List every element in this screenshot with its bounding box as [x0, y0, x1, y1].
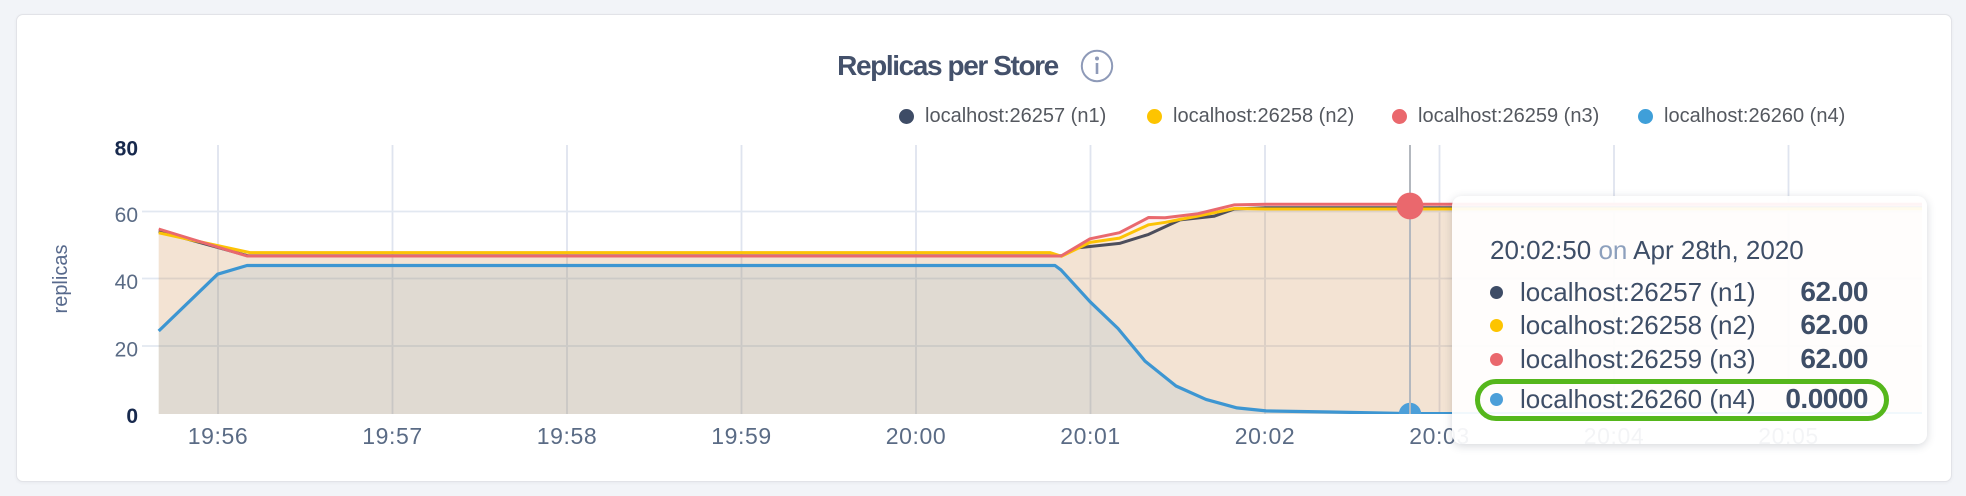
- svg-text:19:56: 19:56: [188, 423, 249, 449]
- svg-text:20: 20: [115, 339, 138, 362]
- svg-text:20:00: 20:00: [886, 423, 947, 449]
- svg-text:19:59: 19:59: [711, 423, 772, 449]
- svg-text:0: 0: [126, 405, 138, 428]
- svg-text:60: 60: [115, 204, 138, 227]
- svg-text:20:02: 20:02: [1235, 423, 1296, 449]
- svg-text:19:57: 19:57: [362, 423, 423, 449]
- svg-text:19:58: 19:58: [537, 423, 598, 449]
- svg-text:20:01: 20:01: [1060, 423, 1121, 449]
- svg-text:80: 80: [115, 138, 138, 161]
- svg-text:replicas: replicas: [50, 245, 72, 314]
- svg-text:40: 40: [115, 271, 138, 294]
